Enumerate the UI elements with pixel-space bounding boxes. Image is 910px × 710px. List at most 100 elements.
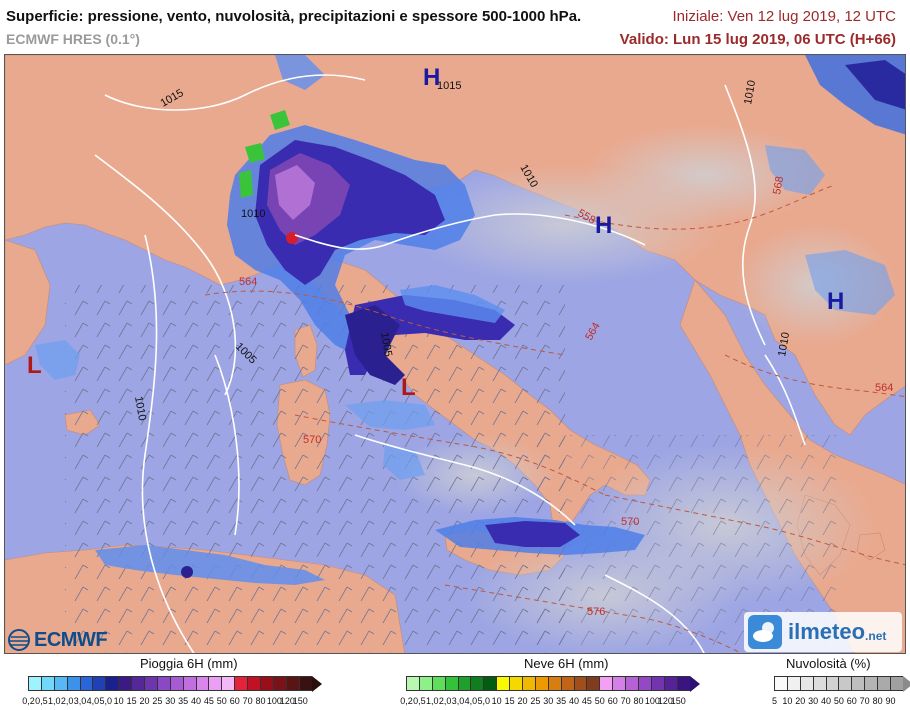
rain-legend-title: Pioggia 6H (mm) bbox=[140, 656, 238, 671]
rain-swatch bbox=[131, 676, 145, 691]
rain-tick-label: 120 bbox=[279, 696, 295, 706]
clouds-tick-label: 60 bbox=[846, 696, 857, 706]
low-pressure-marker: L bbox=[27, 352, 42, 379]
snow-tick-label: 35 bbox=[556, 696, 567, 706]
rain-tick-label: 1,0 bbox=[47, 696, 61, 706]
map-title: Superficie: pressione, vento, nuvolosità… bbox=[6, 8, 582, 25]
valid-time: Valido: Lun 15 lug 2019, 06 UTC (H+66) bbox=[619, 31, 896, 48]
snow-tick-label: 0,5 bbox=[413, 696, 426, 706]
low-pressure-marker: L bbox=[401, 374, 416, 401]
map-canvas: 1015 1015 1010 1010 1010 1010 1010 1005 … bbox=[5, 55, 905, 653]
clouds-swatch bbox=[825, 676, 839, 691]
rain-tick-label: 80 bbox=[255, 696, 266, 706]
clouds-swatch bbox=[812, 676, 826, 691]
clouds-tick-label: 70 bbox=[859, 696, 870, 706]
clouds-tick-label: 20 bbox=[795, 696, 806, 706]
rain-tick-label: 20 bbox=[139, 696, 150, 706]
cloud-legend-title: Nuvolosità (%) bbox=[786, 656, 871, 671]
rain-tick-labels: 0,2 0,5 1,0 2,0 3,0 4,0 5,0 10 15 20 25 30 35 40 45 50 6… bbox=[22, 696, 308, 706]
isobar-label: 1010 bbox=[776, 331, 792, 357]
rain-legend: Pioggia 6H (mm) 0,2 0,5 1,0 2,0 3,0 4,0 5,0 10 1… bbox=[22, 656, 398, 710]
ecmwf-logo: ECMWF bbox=[8, 628, 108, 651]
cloud-sun-icon bbox=[748, 615, 782, 649]
snow-swatch bbox=[522, 676, 535, 691]
thickness-lines bbox=[204, 184, 905, 653]
rain-swatch bbox=[221, 676, 235, 691]
ecmwf-logo-text: ECMWF bbox=[34, 628, 108, 651]
rain-swatch bbox=[247, 676, 261, 691]
snow-legend: Neve 6H (mm) 0,2 0,5 1,0 2,0 3,0 4,0 5,0 10 15 20… bbox=[400, 656, 776, 710]
rain-tick-label: 60 bbox=[229, 696, 240, 706]
snow-tick-label: 0,2 bbox=[400, 696, 413, 706]
isobar-label: 1010 bbox=[241, 208, 265, 220]
pressure-centers: H H H L L bbox=[27, 64, 844, 401]
snow-swatch bbox=[470, 676, 484, 691]
snow-swatch bbox=[676, 676, 690, 691]
snow-tick-label: 100 bbox=[644, 696, 660, 706]
rain-scale-arrow-icon bbox=[311, 675, 322, 692]
rain-tick-label: 15 bbox=[126, 696, 137, 706]
rain-tick-label: 3,0 bbox=[73, 696, 87, 706]
snow-swatch bbox=[418, 676, 432, 691]
clouds-tick-label: 80 bbox=[872, 696, 883, 706]
rain-tick-label: 30 bbox=[165, 696, 176, 706]
rain-tick-label: 35 bbox=[178, 696, 189, 706]
clouds-swatch bbox=[799, 676, 813, 691]
rain-swatch bbox=[66, 676, 80, 691]
wind-barbs bbox=[65, 285, 565, 653]
isobar-label: 1010 bbox=[742, 79, 758, 105]
thickness-label: 564 bbox=[239, 276, 257, 288]
snow-swatch bbox=[457, 676, 471, 691]
thickness-label: 576 bbox=[587, 606, 605, 618]
snow-swatch bbox=[496, 676, 510, 691]
snow-tick-label: 1,0 bbox=[425, 696, 439, 706]
snow-tick-label: 3,0 bbox=[451, 696, 465, 706]
thickness-label: 570 bbox=[621, 516, 639, 528]
snow-tick-label: 10 bbox=[491, 696, 502, 706]
snow-tick-label: 4,0 bbox=[464, 696, 478, 706]
snow-tick-label: 2,0 bbox=[438, 696, 452, 706]
rain-swatch bbox=[53, 676, 67, 691]
snow-tick-label: 150 bbox=[670, 696, 686, 706]
rain-color-scale bbox=[28, 675, 322, 692]
snow-swatch bbox=[586, 676, 600, 691]
rain-swatch bbox=[298, 676, 312, 691]
isobar-label: 1015 bbox=[437, 80, 461, 92]
cloud-legend: Nuvolosità (%) 5 10 20 30 40 50 60 70 80 90 bbox=[772, 656, 910, 710]
snow-swatch bbox=[509, 676, 523, 691]
snow-swatch bbox=[638, 676, 651, 691]
weather-map: 1015 1015 1010 1010 1010 1010 1010 1005 … bbox=[4, 54, 906, 654]
rain-swatch bbox=[105, 676, 119, 691]
rain-swatch bbox=[208, 676, 222, 691]
snow-swatch bbox=[431, 676, 445, 691]
isobars bbox=[94, 74, 806, 653]
rain-tick-label: 70 bbox=[242, 696, 253, 706]
cloud-tick-labels: 5 10 20 30 40 50 60 70 80 90 bbox=[768, 696, 897, 706]
rain-swatch bbox=[118, 676, 132, 691]
ilmeteo-logo: ilmeteo .net bbox=[744, 612, 902, 652]
snow-swatch bbox=[612, 676, 626, 691]
snow-tick-label: 45 bbox=[581, 696, 592, 706]
clouds-swatch bbox=[838, 676, 852, 691]
rain-tick-label: 2,0 bbox=[60, 696, 74, 706]
snow-tick-label: 30 bbox=[543, 696, 554, 706]
high-pressure-marker: H bbox=[423, 64, 440, 91]
clouds-swatch bbox=[774, 676, 787, 691]
thickness-label: 564 bbox=[875, 382, 893, 394]
snow-tick-label: 20 bbox=[517, 696, 528, 706]
rain-tick-label: 0,5 bbox=[35, 696, 48, 706]
rain-swatch bbox=[260, 676, 273, 691]
snow-tick-labels: 0,2 0,5 1,0 2,0 3,0 4,0 5,0 10 15 20 25 30 35 40 45 50 6… bbox=[400, 696, 686, 706]
rain-swatch bbox=[79, 676, 93, 691]
snow-swatch bbox=[560, 676, 574, 691]
snow-tick-label: 40 bbox=[569, 696, 580, 706]
snow-tick-label: 70 bbox=[620, 696, 631, 706]
rain-swatch bbox=[169, 676, 183, 691]
rain-tick-label: 45 bbox=[203, 696, 214, 706]
clouds-tick-label: 50 bbox=[833, 696, 844, 706]
thickness-label: 570 bbox=[303, 434, 321, 446]
snow-tick-label: 80 bbox=[633, 696, 644, 706]
rain-tick-label: 5,0 bbox=[99, 696, 113, 706]
rain-tick-label: 40 bbox=[191, 696, 202, 706]
rain-swatch bbox=[234, 676, 248, 691]
